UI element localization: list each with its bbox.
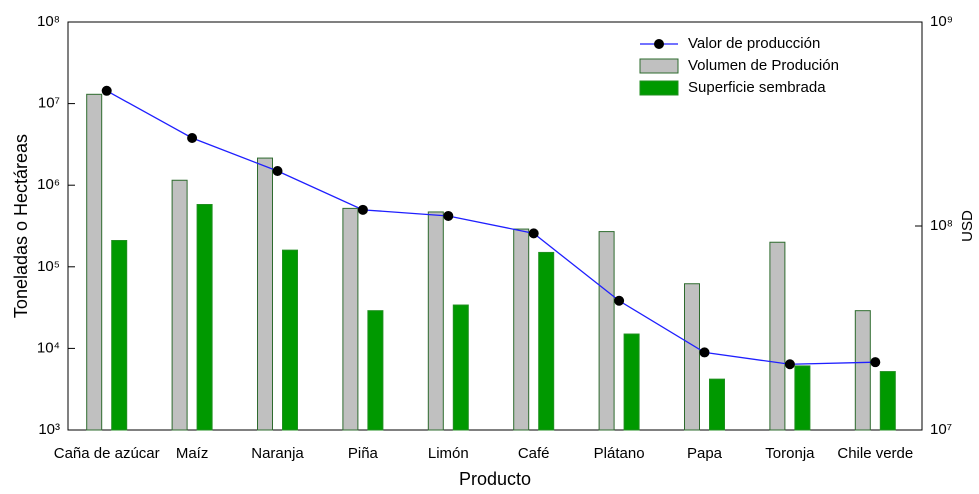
y-tick-label: 10⁸: [37, 13, 60, 30]
bar: [769, 241, 786, 431]
bar: [623, 333, 640, 431]
bar: [342, 207, 359, 431]
y-tick-label: 10⁴: [37, 339, 60, 356]
y-axis-title: Toneladas o Hectáreas: [11, 134, 31, 318]
bar: [879, 371, 896, 431]
x-axis-title: Producto: [459, 469, 531, 489]
bar: [196, 204, 213, 431]
line: [106, 90, 876, 365]
legend-swatch: [639, 80, 679, 96]
y-tick-label: 10³: [38, 421, 60, 438]
point: [870, 357, 881, 368]
legend-label: Superficie sembrada: [688, 79, 826, 96]
legend-label: Valor de producción: [688, 35, 820, 52]
y2-tick-label: 10⁹: [930, 13, 953, 30]
bar: [794, 365, 811, 431]
legend-swatch: [639, 58, 679, 74]
x-tick-label: Caña de azúcar: [54, 445, 160, 462]
x-tick-label: Naranja: [251, 445, 304, 462]
bar: [171, 179, 188, 431]
x-tick-label: Toronja: [765, 445, 815, 462]
point: [357, 204, 368, 215]
y2-axis-title: USD: [959, 210, 976, 242]
point: [699, 347, 710, 358]
point: [443, 210, 454, 221]
point: [101, 85, 112, 96]
x-tick-label: Maíz: [176, 445, 209, 462]
x-tick-label: Papa: [687, 445, 723, 462]
x-tick-label: Piña: [348, 445, 379, 462]
point: [272, 166, 283, 177]
y-tick-label: 10⁶: [37, 176, 60, 193]
bar: [538, 251, 555, 431]
bar: [854, 310, 871, 431]
legend-label: Volumen de Produción: [688, 57, 839, 74]
y2-tick-label: 10⁸: [930, 217, 953, 234]
point: [784, 359, 795, 370]
point: [528, 228, 539, 239]
bar: [684, 283, 700, 431]
y-tick-label: 10⁵: [37, 258, 60, 275]
y-tick-label: 10⁷: [38, 95, 60, 112]
x-tick-label: Plátano: [594, 445, 645, 462]
bar: [257, 157, 273, 431]
bar: [427, 211, 444, 431]
bar: [513, 228, 530, 431]
x-tick-label: Chile verde: [837, 445, 913, 462]
bar: [111, 240, 128, 431]
x-tick-label: Café: [518, 445, 550, 462]
x-tick-label: Limón: [428, 445, 469, 462]
bar: [452, 304, 469, 431]
bar: [709, 378, 725, 431]
y2-tick-label: 10⁷: [930, 421, 952, 438]
bar: [598, 231, 615, 431]
bar: [367, 310, 384, 431]
legend-marker: [654, 39, 664, 49]
bar: [86, 93, 103, 431]
point: [614, 295, 625, 306]
bar: [282, 249, 298, 431]
point: [187, 133, 198, 144]
